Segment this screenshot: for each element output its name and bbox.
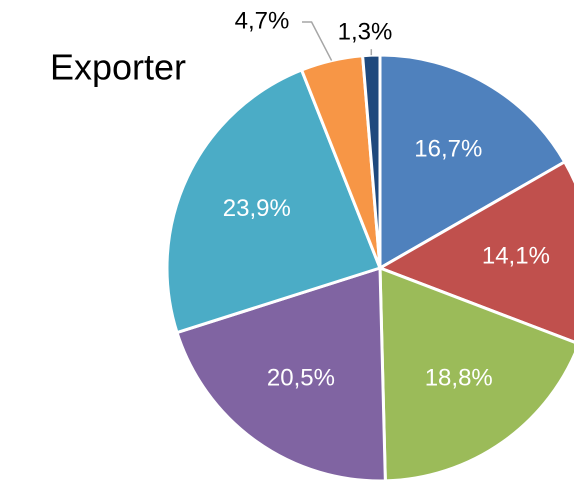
data-label: 14,1%: [482, 243, 550, 270]
chart-title: Exporter: [50, 47, 186, 88]
pie-slice: [361, 53, 382, 269]
pie-slice: [378, 53, 567, 271]
data-label: 4,7%: [235, 7, 290, 34]
data-label: 1,3%: [338, 18, 393, 45]
pie-slice: [175, 265, 387, 483]
pie-slice: [376, 159, 574, 344]
data-label: 18,8%: [425, 365, 493, 392]
leader-line: [302, 21, 333, 61]
data-label: 16,7%: [414, 135, 482, 162]
pie-slice: [378, 265, 574, 483]
data-label: 23,9%: [223, 195, 291, 222]
data-label: 20,5%: [267, 364, 335, 391]
